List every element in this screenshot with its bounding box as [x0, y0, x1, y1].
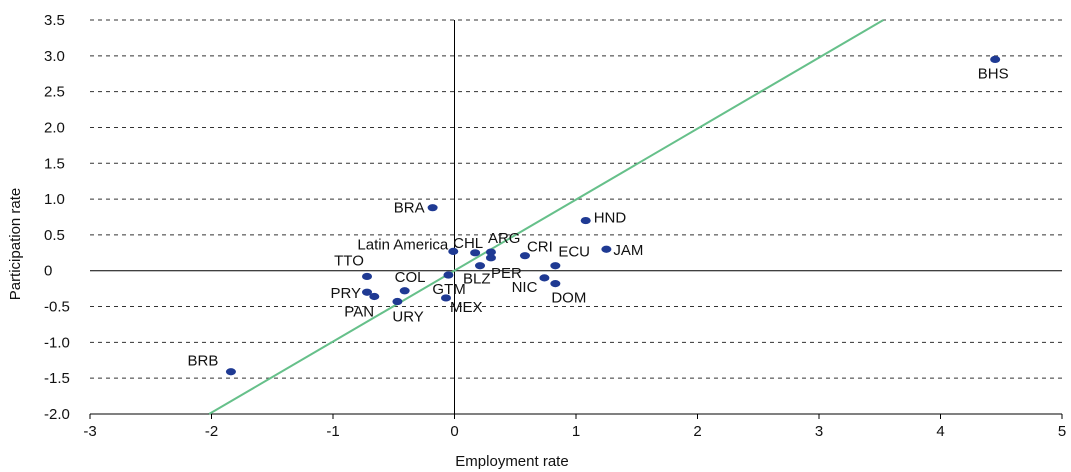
data-point: [399, 287, 410, 295]
y-tick-label: 3.0: [44, 48, 65, 65]
y-tick-label: -1.0: [44, 334, 70, 351]
point-label: CHL: [453, 235, 483, 252]
y-axis-title: Participation rate: [7, 188, 24, 301]
point-label: BRA: [394, 200, 425, 217]
y-tick-label: -0.5: [44, 299, 70, 316]
point-label: TTO: [334, 252, 364, 269]
point-label: BHS: [978, 65, 1009, 82]
data-point: [580, 216, 591, 225]
data-point: [440, 294, 451, 302]
data-point: [550, 262, 561, 270]
point-label: PER: [491, 265, 522, 282]
data-point: [443, 271, 454, 279]
data-point: [362, 288, 373, 296]
point-label: NIC: [512, 279, 538, 296]
data-point: [539, 274, 550, 282]
data-points: [225, 55, 1001, 376]
point-label: HND: [594, 210, 627, 227]
data-point: [362, 272, 373, 281]
data-point: [470, 249, 481, 257]
point-label: ECU: [558, 244, 590, 261]
axes: [89, 20, 1063, 419]
x-tick-label: 1: [572, 423, 580, 440]
x-tick-label: 2: [693, 423, 701, 440]
y-tick-label: 2.0: [44, 119, 65, 136]
data-point: [519, 252, 530, 260]
point-label: COL: [395, 269, 426, 286]
y-tick-label: 0: [44, 263, 52, 280]
point-label: CRI: [527, 239, 553, 256]
point-label: URY: [392, 309, 423, 326]
point-label: MEX: [450, 299, 483, 316]
point-label: ARG: [488, 230, 521, 247]
data-point: [225, 368, 236, 376]
point-label: JAM: [613, 242, 643, 259]
y-tick-label: 0.5: [44, 227, 65, 244]
point-label: GTM: [432, 281, 465, 298]
point-label: PAN: [344, 304, 374, 321]
data-point: [485, 248, 496, 256]
data-point: [369, 292, 380, 301]
point-label: BRB: [188, 353, 219, 370]
trendline: [208, 19, 884, 415]
data-point: [601, 245, 612, 253]
y-tick-label: 1.5: [44, 155, 65, 172]
point-labels: BHS BRA HND JAM Latin America CHL ARG CRI PER ECU…: [188, 65, 1009, 369]
y-tick-label: 3.5: [44, 12, 65, 29]
x-tick-label: 0: [450, 423, 458, 440]
y-tick-label: 1.0: [44, 191, 65, 208]
x-tick-label: -3: [83, 423, 96, 440]
data-point: [427, 204, 438, 212]
data-point: [990, 55, 1001, 64]
x-tick-label: -1: [326, 423, 339, 440]
y-tick-label: -2.0: [44, 406, 70, 423]
tick-labels: -2.0 -1.5 -1.0 -0.5 0 0.5 1.0 1.5 2.0 2.5 3.0 3.5 -3…: [44, 12, 1066, 440]
x-tick-label: -2: [205, 423, 218, 440]
data-point: [448, 247, 459, 255]
x-tick-label: 4: [936, 423, 944, 440]
x-axis-title: Employment rate: [455, 453, 568, 470]
point-label: PRY: [330, 285, 361, 302]
data-point: [485, 254, 496, 262]
point-label: Latin America: [357, 236, 449, 253]
data-point: [550, 280, 561, 288]
trendline-layer: [208, 19, 884, 415]
y-tick-label: -1.5: [44, 370, 70, 387]
point-label: DOM: [551, 290, 586, 307]
y-tick-label: 2.5: [44, 84, 65, 101]
data-point: [392, 297, 403, 306]
data-point: [475, 262, 486, 270]
gridlines: [90, 19, 1062, 415]
point-label: BLZ: [463, 271, 491, 288]
x-tick-label: 3: [815, 423, 823, 440]
x-tick-label: 5: [1058, 423, 1066, 440]
